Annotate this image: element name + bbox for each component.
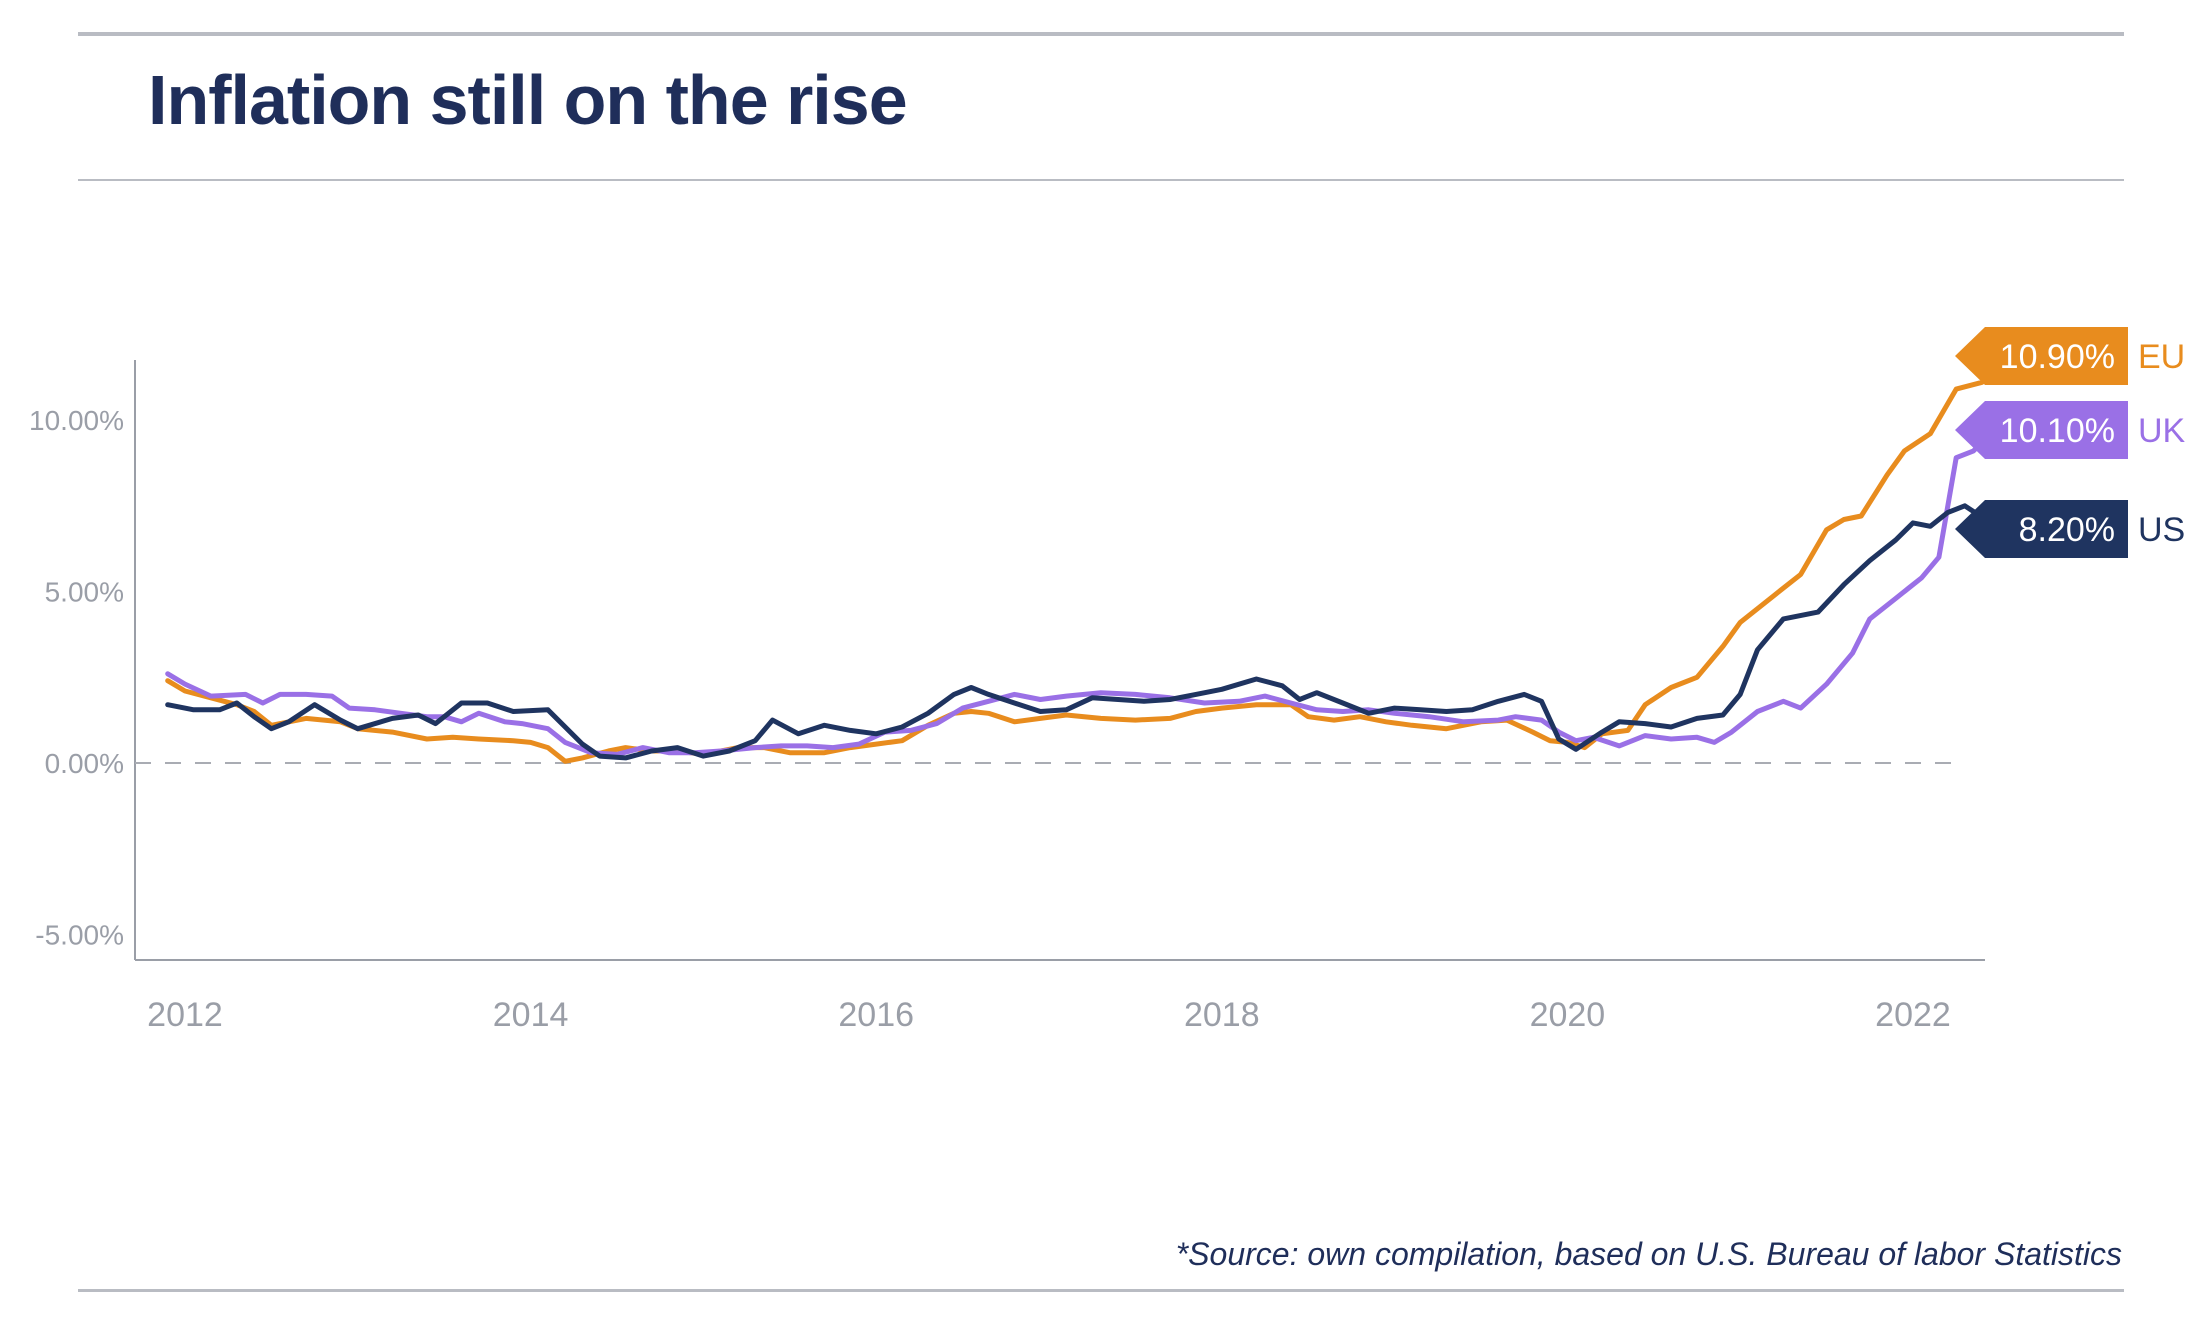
end-tag-shape [1955,500,2128,558]
x-tick-label: 2018 [1184,996,1260,1034]
series-end-tags: 10.90% EU 10.10% UK 8.20% US [1955,327,2186,558]
end-tag-us: 8.20% US [1955,500,2185,558]
end-tag-series-name: US [2138,511,2185,549]
end-tag-shape [1955,327,2128,385]
end-tag-value: 10.90% [2000,338,2115,376]
series-line-eu [165,355,2011,764]
top-rule [78,32,2124,36]
inflation-line-chart: 10.00%5.00%0.00%-5.00% 2012 2014 2016 2018 2… [29,327,2186,1034]
end-tag-uk: 10.10% UK [1955,401,2186,459]
page-title: Inflation still on the rise [148,61,908,139]
y-tick-label: -5.00% [35,920,124,951]
source-note: *Source: own compilation, based on U.S. … [1175,1236,2122,1272]
end-tag-shape [1955,401,2128,459]
y-tick-labels: 10.00% 5.00% 0.00% -5.00% [29,405,124,951]
y-tick-label: 10.00% [29,405,124,436]
x-tick-label: 2022 [1875,996,1951,1034]
bottom-rule [78,1289,2124,1292]
x-tick-label: 2014 [493,996,569,1034]
x-tick-labels: 2012 2014 2016 2018 2020 2022 [147,996,1951,1034]
title-divider [78,179,2124,181]
y-tick-label: 5.00% [45,577,124,608]
x-tick-label: 2012 [147,996,223,1034]
y-tick-label: 0.00% [45,748,124,779]
end-tag-series-name: UK [2138,412,2186,450]
series-line-uk [165,427,2011,757]
series-line-us [165,503,2011,761]
end-tag-series-name: EU [2138,338,2185,376]
end-tag-value: 10.10% [2000,412,2115,450]
x-tick-label: 2016 [838,996,914,1034]
x-tick-label: 2020 [1530,996,1606,1034]
series-lines [165,355,2011,764]
end-tag-eu: 10.90% EU [1955,327,2185,385]
end-tag-value: 8.20% [2019,511,2115,549]
